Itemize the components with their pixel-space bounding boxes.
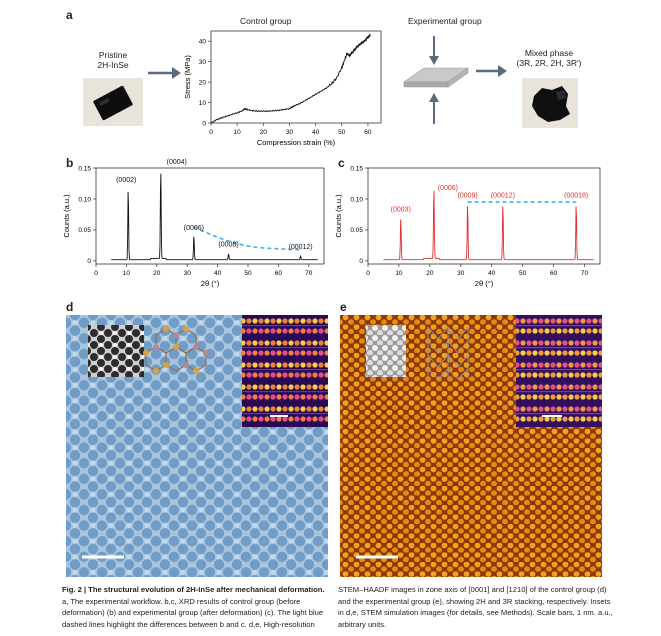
plot-frame: [95, 167, 325, 265]
x-axis-label: 2θ (°): [475, 279, 494, 288]
y-tick-label: 0.10: [78, 196, 91, 203]
caption-line: deformation) (b) and experimental group …: [62, 608, 324, 617]
peak-label: (0006): [184, 225, 204, 232]
caption-right: STEM–HAADF images in zone axis of [0001]…: [338, 584, 628, 630]
y-tick-label: 0: [87, 258, 91, 265]
x-tick-label: 40: [312, 129, 320, 136]
y-tick-label: 10: [199, 100, 207, 107]
peak-label: (0004): [167, 159, 187, 166]
x-tick-label: 10: [123, 270, 131, 277]
y-tick-label: 40: [199, 39, 207, 46]
mixed-phase-label: Mixed phase (3R, 2R, 2H, 3R′): [516, 48, 582, 68]
x-tick-label: 30: [286, 129, 294, 136]
experimental-group-title: Experimental group: [408, 16, 482, 26]
peak-label: (0008): [218, 242, 238, 249]
peak-label: (0003): [391, 207, 411, 214]
xrd-control-chart: 0 10 20 30 40 50 60 70 0 0.05 0.10 0.15 (0002) (0004)…: [62, 159, 325, 288]
peak-label: (0009): [457, 192, 477, 199]
peak-label: (00012): [491, 192, 515, 199]
caption-line: and the experimental group (e), showing …: [338, 596, 611, 606]
structure-atoms-d: [143, 326, 209, 374]
right-arrow-icon: [476, 65, 507, 77]
x-tick-label: 40: [488, 270, 496, 277]
x-tick-label: 20: [153, 270, 161, 277]
stress-strain-curve: [210, 33, 371, 124]
panel-d-label: d: [66, 300, 74, 314]
chart-a-ylabel: Stress (MPa): [183, 55, 192, 99]
compression-plate-diagram: [403, 36, 469, 124]
y-axis-label: Counts (a.u.): [334, 194, 343, 238]
x-tick-label: 50: [519, 270, 527, 277]
xrd-spectrum-line: [383, 190, 594, 261]
x-tick-label: 70: [305, 270, 313, 277]
y-tick-label: 20: [199, 79, 207, 86]
x-tick-label: 0: [94, 270, 98, 277]
y-tick-label: 0.05: [350, 227, 363, 234]
caption-title: Fig. 2 | The structural evolution of 2H-…: [62, 585, 325, 594]
stress-strain-chart: 0 10 20 30 40 50 60 0 10 20 30 40 Compression strai…: [183, 30, 382, 147]
y-axis-label: Counts (a.u.): [62, 194, 71, 238]
y-tick-label: 0.05: [78, 227, 91, 234]
peak-label: (00018): [564, 192, 588, 199]
x-tick-label: 60: [364, 129, 372, 136]
y-tick-label: 0: [359, 258, 363, 265]
dashed-highlight-line: [193, 226, 301, 251]
chart-a-xlabel: Compression strain (%): [257, 138, 336, 147]
simulation-inset-d: [88, 325, 144, 377]
y-tick-label: 0.10: [350, 196, 363, 203]
plot-frame: [367, 167, 601, 265]
panel-c-label: c: [338, 156, 345, 170]
caption-left: Fig. 2 | The structural evolution of 2H-…: [62, 584, 334, 630]
panel-b-label: b: [66, 156, 74, 170]
panel-e-label: e: [340, 300, 347, 314]
x-tick-label: 60: [550, 270, 558, 277]
structure-model-e: [427, 326, 469, 380]
x-axis-label: 2θ (°): [201, 279, 220, 288]
pristine-label: Pristine 2H-InSe: [97, 50, 129, 70]
x-tick-label: 10: [234, 129, 242, 136]
x-tick-label: 60: [275, 270, 283, 277]
plot-frame: [210, 30, 382, 124]
y-tick-label: 30: [199, 59, 207, 66]
y-tick-label: 0.15: [78, 165, 91, 172]
mixed-phase-photo: [522, 78, 578, 128]
right-arrow-icon: [148, 67, 181, 79]
stem-side-inset-e: [516, 315, 602, 427]
caption-line: dashed lines highlight the differences b…: [62, 619, 315, 629]
x-tick-label: 50: [244, 270, 252, 277]
x-tick-label: 10: [395, 270, 403, 277]
x-tick-label: 30: [184, 270, 192, 277]
panel-a-label: a: [66, 8, 73, 22]
simulation-inset-e: [366, 325, 406, 377]
y-tick-label: 0: [202, 120, 206, 127]
x-tick-label: 70: [581, 270, 589, 277]
y-tick-label: 0.15: [350, 165, 363, 172]
peak-label: (00012): [289, 244, 313, 251]
x-tick-label: 0: [366, 270, 370, 277]
stem-image-experimental: [340, 315, 602, 577]
caption-line: STEM–HAADF images in zone axis of [0001]…: [338, 585, 607, 594]
stem-image-control: [66, 315, 328, 577]
x-tick-label: 40: [214, 270, 222, 277]
caption-line: in d,e, STEM simulation images (for deta…: [338, 608, 613, 617]
peak-label: (0006): [438, 185, 458, 192]
pristine-crystal-photo: [83, 78, 143, 126]
x-tick-label: 20: [426, 270, 434, 277]
control-group-title: Control group: [240, 16, 292, 26]
xrd-spectrum-line: [111, 173, 318, 261]
stem-side-inset-d: [242, 315, 328, 427]
x-tick-label: 50: [338, 129, 346, 136]
caption-line: a, The experimental workflow. b,c, XRD r…: [62, 596, 301, 606]
caption-line: arbitrary units.: [338, 619, 387, 629]
peak-label: (0002): [116, 177, 136, 184]
x-tick-label: 0: [209, 129, 213, 136]
xrd-experimental-chart: 0 10 20 30 40 50 60 70 0 0.05 0.10 0.15 (0003) (0006)…: [334, 165, 601, 288]
x-tick-label: 20: [260, 129, 268, 136]
x-tick-label: 30: [457, 270, 465, 277]
